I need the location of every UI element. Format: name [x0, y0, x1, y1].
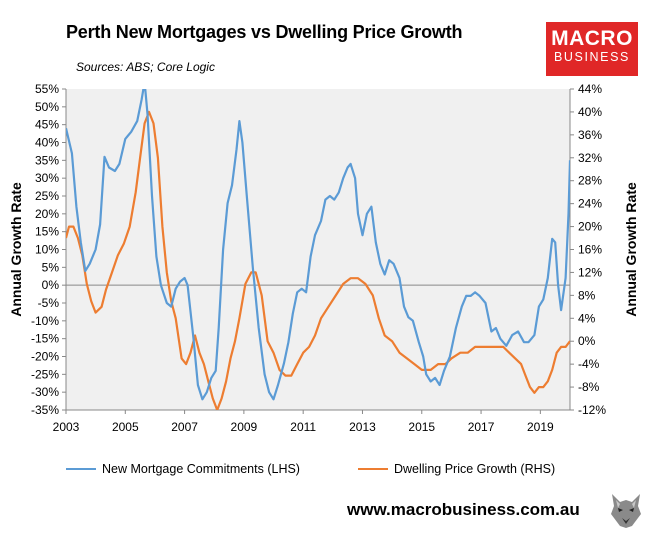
x-tick-label: 2005	[112, 420, 139, 434]
y-right-tick-label: -4%	[578, 357, 600, 371]
y-left-tick-label: 10%	[35, 243, 59, 257]
x-tick-label: 2011	[290, 420, 316, 434]
y-left-tick-label: 45%	[35, 118, 59, 132]
chart-subtitle: Sources: ABS; Core Logic	[76, 60, 215, 74]
y-left-tick-label: -15%	[31, 332, 59, 346]
y-left-tick-label: -20%	[31, 350, 59, 364]
x-tick-label: 2017	[468, 420, 495, 434]
legend-swatch-rhs	[358, 468, 388, 470]
y-left-tick-label: 0%	[42, 278, 60, 292]
y-left-tick-label: 25%	[35, 189, 59, 203]
x-tick-label: 2013	[349, 420, 376, 434]
chart-title: Perth New Mortgages vs Dwelling Price Gr…	[66, 22, 463, 42]
x-tick-label: 2003	[53, 420, 80, 434]
legend-item-lhs: New Mortgage Commitments (LHS)	[66, 462, 300, 476]
y-left-tick-label: 50%	[35, 100, 59, 114]
y-right-tick-label: 20%	[578, 220, 602, 234]
y-left-tick-label: 20%	[35, 207, 59, 221]
y-right-tick-label: 12%	[578, 265, 602, 279]
y-right-tick-label: 8%	[578, 288, 596, 302]
wolf-logo-icon	[608, 490, 644, 530]
y-left-tick-label: -35%	[31, 403, 59, 417]
x-tick-label: 2009	[231, 420, 258, 434]
y-right-tick-label: -12%	[578, 403, 606, 417]
logo-line-1: MACRO	[551, 27, 633, 50]
y-right-tick-label: 28%	[578, 174, 602, 188]
legend-label-rhs: Dwelling Price Growth (RHS)	[394, 462, 556, 476]
y-left-tick-label: 15%	[35, 225, 59, 239]
y-axis-label-right: Annual Growth Rate	[623, 182, 639, 317]
series-line-dwelling-price-growth	[66, 110, 570, 410]
legend-label-lhs: New Mortgage Commitments (LHS)	[102, 462, 300, 476]
y-left-tick-label: 55%	[35, 82, 59, 96]
y-left-tick-label: -5%	[38, 296, 60, 310]
logo-line-2: BUSINESS	[553, 50, 630, 64]
x-tick-label: 2019	[527, 420, 554, 434]
y-right-tick-label: 4%	[578, 311, 596, 325]
y-left-tick-label: 35%	[35, 153, 59, 167]
y-left-tick-label: -30%	[31, 385, 59, 399]
y-left-tick-label: -25%	[31, 367, 59, 381]
series-line-mortgage-commitments	[66, 89, 570, 401]
y-right-tick-label: 24%	[578, 197, 602, 211]
legend-swatch-lhs	[66, 468, 96, 470]
footer-url: www.macrobusiness.com.au	[347, 500, 580, 519]
y-right-tick-label: -8%	[578, 380, 600, 394]
x-tick-label: 2015	[408, 420, 435, 434]
x-tick-label: 2007	[171, 420, 198, 434]
y-right-tick-label: 16%	[578, 243, 602, 257]
y-left-tick-label: 30%	[35, 171, 59, 185]
y-left-tick-label: -10%	[31, 314, 59, 328]
macro-business-logo: MACRO BUSINESS	[546, 22, 638, 76]
y-right-tick-label: 36%	[578, 128, 602, 142]
plot-area	[66, 89, 570, 410]
legend-item-rhs: Dwelling Price Growth (RHS)	[358, 462, 555, 476]
y-axis-label-left: Annual Growth Rate	[8, 182, 24, 317]
y-left-tick-label: 5%	[42, 260, 60, 274]
y-right-tick-label: 0%	[578, 334, 596, 348]
y-left-tick-label: 40%	[35, 136, 59, 150]
y-right-tick-label: 40%	[578, 105, 602, 119]
y-right-tick-label: 32%	[578, 151, 602, 165]
y-right-tick-label: 44%	[578, 82, 602, 96]
